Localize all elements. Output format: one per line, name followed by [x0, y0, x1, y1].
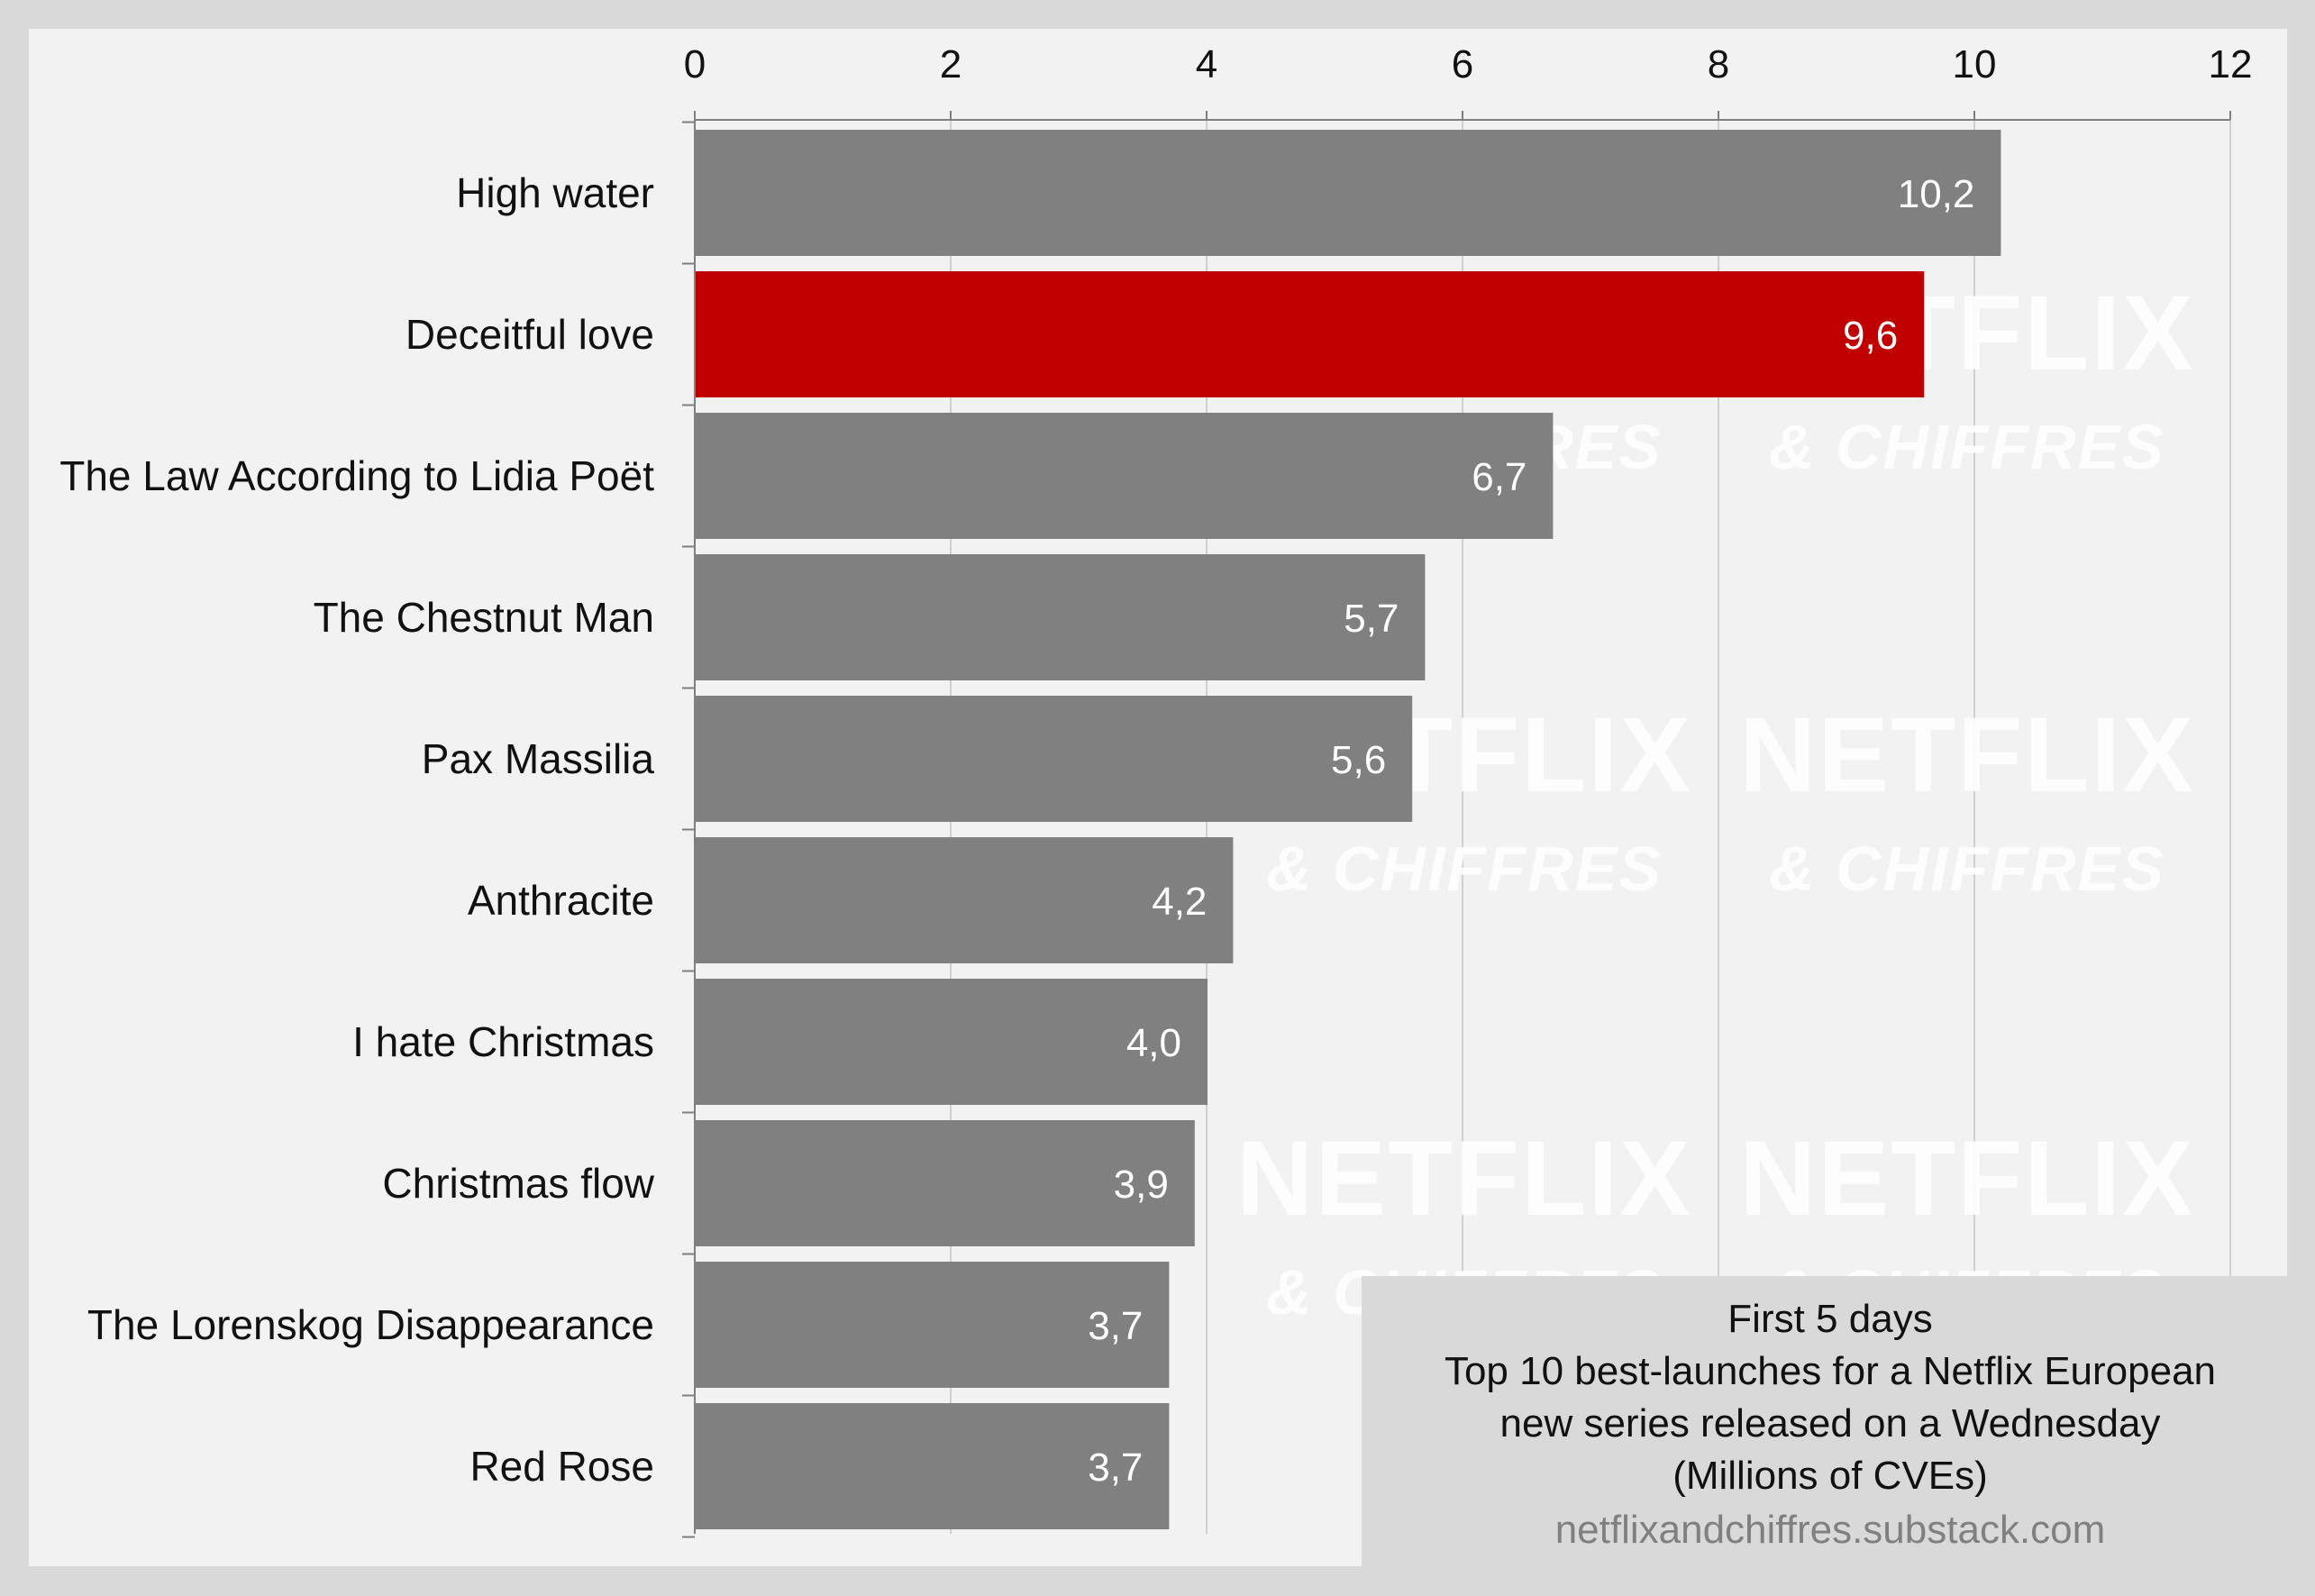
x-tick-label: 4 [1196, 42, 1217, 87]
bar [696, 1120, 1195, 1246]
bar [696, 1403, 1170, 1529]
data-label: 4,0 [1126, 1021, 1181, 1065]
bar [696, 696, 1413, 822]
bar [696, 979, 1208, 1105]
caption-background [1362, 1276, 2287, 1566]
watermark-sub: & CHIFFRES [1769, 412, 2165, 482]
x-tick-label: 10 [1953, 42, 1997, 87]
x-tick-label: 2 [940, 42, 962, 87]
watermark-sub: & CHIFFRES [1769, 834, 2165, 904]
category-label: The Law According to Lidia Poët [59, 452, 654, 499]
caption-line: Top 10 best-launches for a Netflix Europ… [1445, 1349, 2216, 1393]
category-label: Pax Massilia [422, 735, 655, 782]
watermark-brand: NETFLIX [1236, 1119, 1692, 1238]
data-label: 10,2 [1898, 172, 1975, 216]
category-label: Red Rose [469, 1443, 654, 1490]
category-label: Anthracite [468, 877, 654, 924]
caption-line: First 5 days [1727, 1297, 1932, 1341]
bar [696, 130, 2001, 256]
category-label: Deceitful love [406, 311, 654, 358]
bars: High water 10,2 Deceitful love 9,6 The Law A… [59, 130, 2001, 1529]
caption-source: netflixandchiffres.substack.com [1555, 1508, 2106, 1552]
x-axis: 0 2 4 6 8 10 12 [682, 42, 2253, 1538]
category-label: Christmas flow [382, 1160, 654, 1207]
bar [696, 271, 1925, 397]
data-label: 6,7 [1472, 455, 1527, 499]
category-label: High water [456, 169, 654, 216]
caption-line: (Millions of CVEs) [1672, 1454, 1988, 1498]
category-label: I hate Christmas [352, 1018, 654, 1065]
category-label: The Chestnut Man [314, 594, 654, 641]
data-label: 3,9 [1114, 1163, 1169, 1207]
watermark-sub: & CHIFFRES [1266, 834, 1663, 904]
data-label: 3,7 [1088, 1304, 1143, 1348]
watermark-brand: NETFLIX [1739, 696, 2195, 815]
data-label: 3,7 [1088, 1446, 1143, 1490]
bar [696, 413, 1554, 539]
x-tick-label: 6 [1452, 42, 1473, 87]
data-label: 4,2 [1152, 880, 1207, 924]
bar [696, 837, 1234, 963]
x-tick-label: 0 [684, 42, 706, 87]
watermark-brand: NETFLIX [1739, 1119, 2195, 1238]
caption-line: new series released on a Wednesday [1500, 1401, 2161, 1446]
x-tick-label: 12 [2209, 42, 2253, 87]
data-label: 9,6 [1843, 314, 1898, 358]
watermark: NETFLIX & CHIFFRES [1739, 696, 2195, 904]
data-label: 5,7 [1344, 597, 1399, 641]
x-tick-label: 8 [1708, 42, 1729, 87]
category-label: The Lorenskog Disappearance [87, 1301, 654, 1348]
caption-box: First 5 days Top 10 best-launches for a N… [1362, 1276, 2287, 1566]
bar [696, 1262, 1170, 1388]
bar [696, 554, 1426, 680]
data-label: 5,6 [1331, 738, 1386, 782]
